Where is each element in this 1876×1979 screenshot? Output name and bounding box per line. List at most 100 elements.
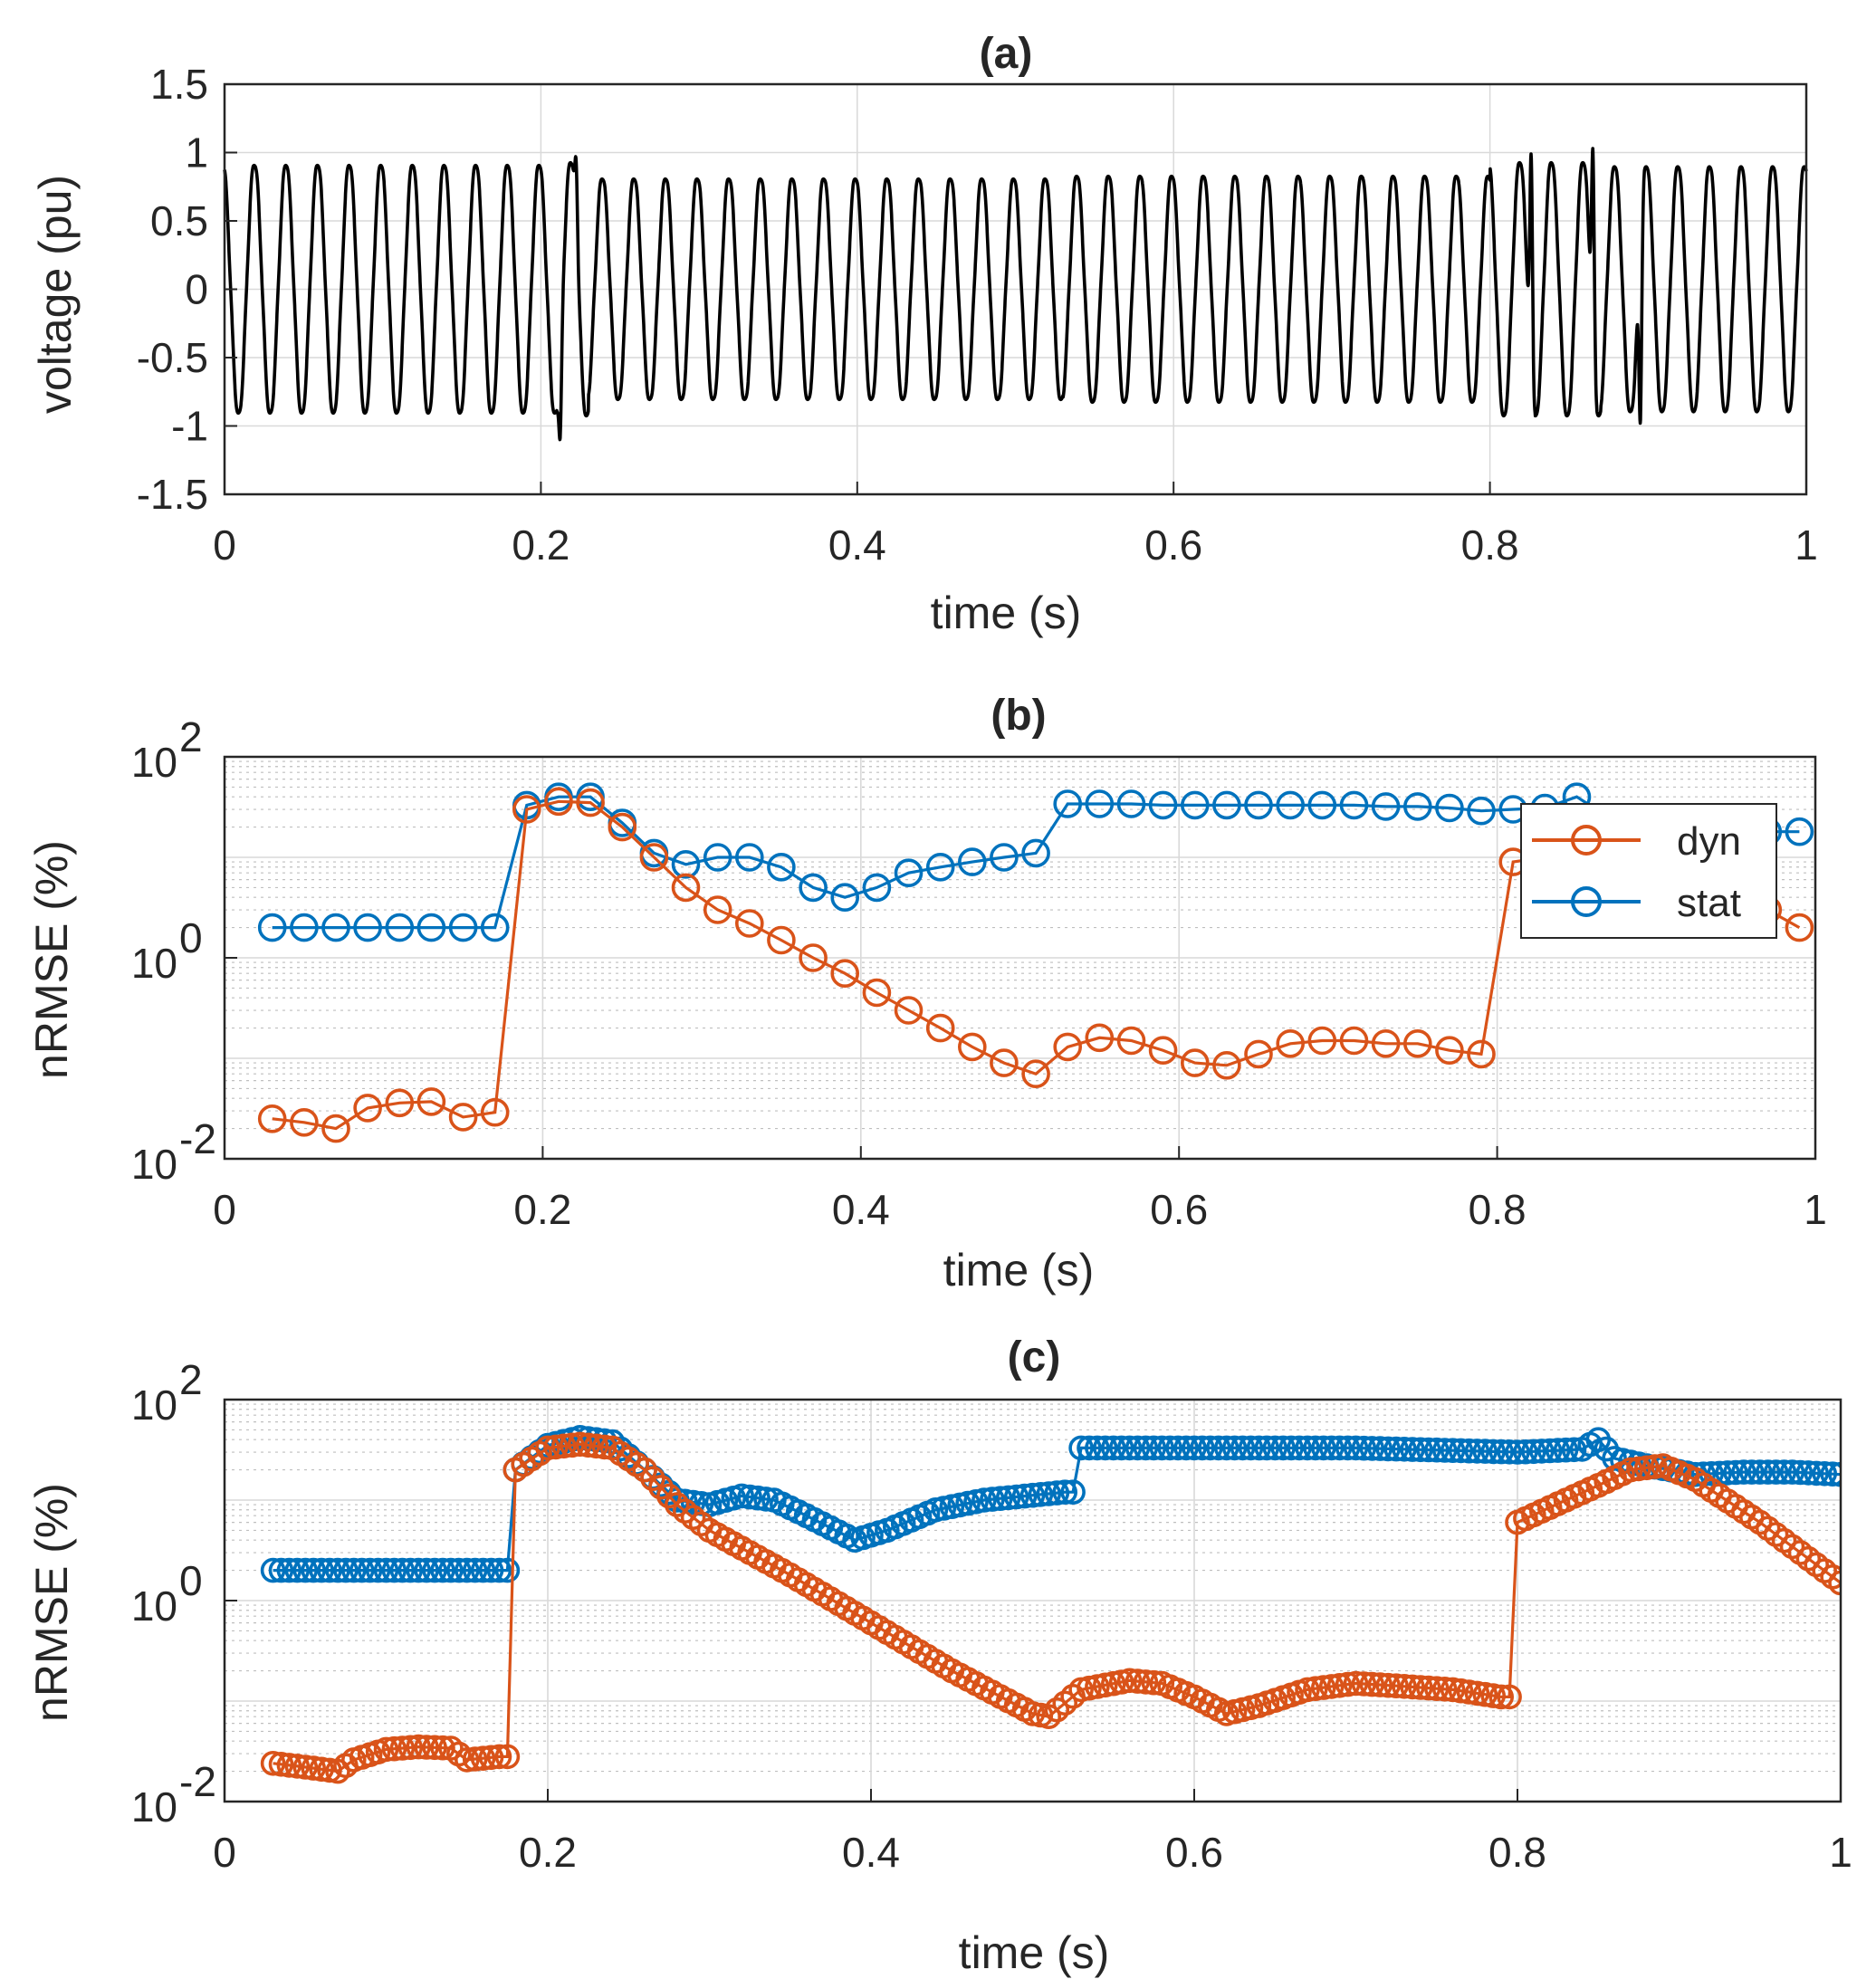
series-dyn-marker (309, 1756, 334, 1783)
series-dyn-marker (567, 1431, 593, 1458)
series-stat-marker (1173, 1435, 1199, 1461)
series-dyn-marker (1085, 1023, 1115, 1053)
series-dyn-marker (830, 959, 860, 988)
series-stat-marker (767, 852, 796, 882)
legend-dyn-label: dyn (1677, 819, 1741, 864)
series-stat-marker (1044, 1480, 1070, 1506)
panel-b-ytick-exponent: 0 (179, 914, 203, 961)
series-dyn-marker (406, 1734, 432, 1760)
series-dyn-marker (1339, 1026, 1369, 1056)
panel-b-xtick-label: 0.6 (1150, 1186, 1208, 1233)
series-stat-marker (353, 913, 382, 942)
series-stat-marker (448, 913, 478, 942)
series-dyn-marker (894, 996, 924, 1025)
series-stat-marker (1435, 793, 1464, 823)
series-stat-marker (1367, 1436, 1393, 1461)
series-stat-marker (470, 1557, 496, 1583)
series-stat-marker (416, 913, 446, 942)
series-dyn-marker (1141, 1669, 1167, 1696)
series-stat-marker (1763, 1459, 1789, 1485)
panel-b-xtick-label: 0.2 (513, 1186, 571, 1233)
series-stat-marker (1053, 789, 1082, 818)
panel-b-xtick-label: 1 (1804, 1186, 1827, 1233)
series-stat-marker (1456, 1438, 1482, 1464)
series-stat-marker (1278, 1435, 1304, 1461)
series-dyn-marker (1116, 1026, 1146, 1056)
series-dyn-marker (1311, 1675, 1336, 1700)
series-dyn-marker (1488, 1684, 1514, 1710)
series-dyn-marker (397, 1735, 424, 1761)
series-stat-marker (1424, 1437, 1450, 1463)
series-stat-marker (1077, 1435, 1102, 1461)
series-dyn-marker (591, 1434, 617, 1460)
series-stat-marker (1148, 790, 1178, 820)
series-dyn-marker (1828, 1570, 1841, 1596)
series-dyn-marker (1181, 1048, 1210, 1077)
series-dyn-marker (639, 843, 669, 872)
series-dyn-marker (1326, 1673, 1353, 1698)
series-dyn-marker (575, 1432, 601, 1458)
series-stat-marker (1198, 1435, 1223, 1461)
series-stat-marker (1371, 792, 1401, 821)
panel-a-ytick-label: -1.5 (137, 471, 208, 518)
series-stat-marker (1141, 1435, 1167, 1461)
series-stat-marker (1307, 790, 1337, 820)
series-stat-marker (389, 1557, 416, 1583)
panel-c-ytick-exponent: -2 (179, 1758, 216, 1805)
series-stat-marker (1779, 1459, 1805, 1485)
series-stat-marker (1036, 1481, 1062, 1506)
series-stat-marker (1339, 790, 1369, 820)
series-stat-marker (1416, 1437, 1441, 1463)
series-dyn-marker (664, 1492, 690, 1517)
series-stat-marker (445, 1557, 472, 1583)
series-dyn-marker (1303, 1676, 1328, 1701)
series-stat-marker (1230, 1435, 1256, 1461)
legend-stat-label: stat (1677, 881, 1741, 925)
series-stat-marker (745, 1485, 770, 1511)
legend-box (1520, 803, 1777, 939)
series-dyn-marker (1408, 1675, 1433, 1700)
panel-a-ytick-label: 1 (185, 129, 208, 177)
series-stat-marker (406, 1557, 432, 1583)
series-stat-marker (357, 1557, 383, 1583)
series-dyn-marker (1424, 1676, 1450, 1701)
panel-a-axes (223, 82, 1808, 496)
series-stat-marker (1467, 796, 1496, 826)
series-stat-marker (1262, 1435, 1288, 1461)
series-dyn-marker (1472, 1681, 1498, 1707)
series-stat-marker (317, 1557, 342, 1583)
series-stat-marker (1431, 1438, 1458, 1463)
series-dyn-marker (1626, 1456, 1651, 1482)
series-stat-marker (1068, 1435, 1094, 1461)
series-stat-marker (1116, 1435, 1143, 1461)
series-dyn-marker (1116, 1668, 1143, 1694)
series-stat-marker (309, 1557, 334, 1583)
series-stat-marker (1052, 1479, 1077, 1505)
series-stat-marker (1440, 1438, 1466, 1463)
series-dyn-marker (1416, 1675, 1441, 1701)
series-dyn-marker (990, 1048, 1019, 1077)
series-stat-marker (321, 913, 350, 942)
series-dyn-marker (1276, 1029, 1305, 1058)
panel-b-ytick-label: 10 (131, 739, 177, 786)
series-dyn-marker (1295, 1677, 1320, 1703)
series-dyn-marker (290, 1108, 319, 1137)
series-stat-marker (1820, 1461, 1841, 1487)
series-stat-marker (1553, 1437, 1579, 1463)
series-dyn-marker (1148, 1036, 1178, 1065)
series-stat-marker (980, 1487, 1005, 1512)
series-stat-marker (1093, 1435, 1118, 1461)
series-stat-marker (1392, 1437, 1417, 1462)
panel-a-xtick-label: 0.2 (512, 521, 570, 569)
series-stat-marker (284, 1557, 311, 1583)
series-stat-marker (292, 1557, 319, 1583)
series-dyn-marker (1392, 1674, 1417, 1699)
series-stat-marker (1383, 1436, 1409, 1462)
series-stat-marker (1246, 1435, 1272, 1461)
series-dyn-marker (1618, 1457, 1643, 1483)
series-stat-marker (753, 1487, 779, 1512)
series-stat-marker (1812, 1461, 1837, 1487)
series-dyn-marker (385, 1088, 415, 1118)
series-stat-marker (1021, 838, 1050, 868)
series-stat-marker (1085, 789, 1115, 818)
